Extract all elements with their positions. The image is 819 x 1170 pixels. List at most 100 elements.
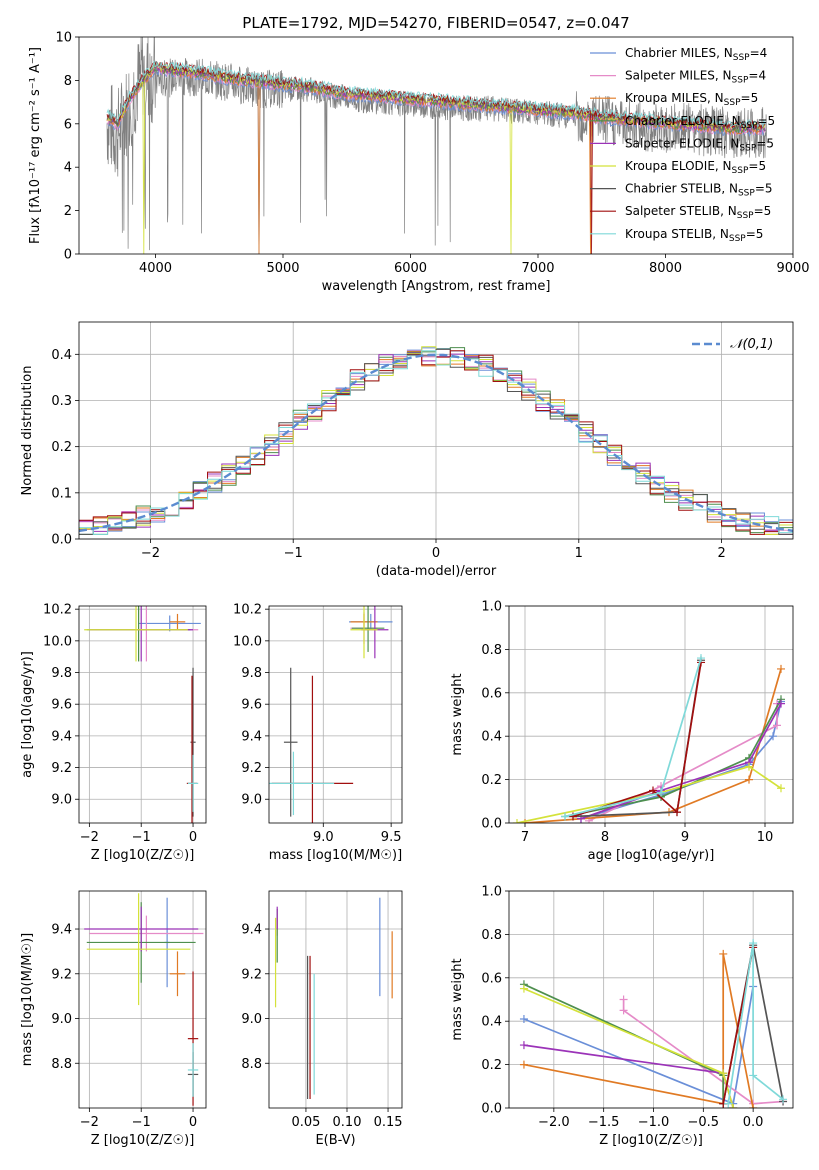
legend-label: Kroupa MILES, NSSP=5 (625, 91, 758, 108)
y-tick-label: 8.8 (51, 1057, 72, 1072)
plus-marker (673, 808, 681, 817)
x-tick-label: 0.15 (374, 1115, 403, 1130)
x-tick-label: −2 (141, 546, 160, 561)
x-tick-label: 9000 (776, 261, 809, 276)
y-tick-label: 9.2 (241, 967, 262, 982)
y-tick-label: 9.4 (241, 729, 262, 744)
plus-marker (729, 1104, 738, 1108)
plus-marker (619, 1006, 628, 1015)
y-axis-label: Flux [fλ10⁻¹⁷ erg cm⁻² s⁻¹ A⁻¹] (28, 47, 43, 244)
y-tick-label: 2 (64, 204, 72, 219)
legend-label-sub: SSP (732, 166, 749, 176)
x-tick-label: 0 (432, 546, 440, 561)
y-tick-label: 10.2 (233, 603, 262, 618)
y-tick-label: 10.2 (43, 603, 72, 618)
panel-age-vs-mass: 9.0 9.5 9.0 9.2 9.4 9.6 9.8 10.0 10.2 mass [log10… (233, 603, 403, 863)
x-tick-label: 7 (521, 830, 529, 845)
legend-label-sub: SSP (733, 53, 750, 63)
x-axis-label: E(B-V) (315, 1133, 355, 1148)
legend-label: Salpeter MILES, NSSP=4 (625, 69, 766, 86)
y-tick-label: 0.6 (481, 686, 502, 701)
x-axis-label: mass [log10(M/M☉)] (269, 848, 402, 863)
legend-label-main: Salpeter MILES, N (625, 69, 732, 83)
legend-label-main: Chabrier STELIB, N (625, 182, 738, 196)
plus-marker (749, 1104, 758, 1108)
residuals-legend: 𝒩(0,1) (692, 337, 773, 352)
y-tick-label: 4 (64, 161, 72, 176)
plot-area (519, 939, 788, 1108)
errorbar-point (86, 893, 191, 1006)
legend-label-main: Salpeter ELODIE, N (625, 136, 739, 150)
observed-spectrum-line (106, 37, 768, 251)
plot-area (513, 654, 785, 823)
y-tick-label: 1.0 (481, 885, 502, 900)
plot-area (79, 346, 793, 535)
legend-label-end: =5 (748, 159, 766, 173)
plus-marker (513, 819, 521, 823)
errorbar-point (187, 754, 199, 812)
errorbar-point (283, 667, 298, 817)
y-tick-label: 9.2 (241, 761, 262, 776)
y-tick-label: 9.4 (51, 729, 72, 744)
axes-frame (268, 605, 403, 824)
x-axis-label: Z [log10(Z/Z☉)] (91, 1133, 195, 1148)
legend-label-end: =5 (757, 114, 775, 128)
plus-marker (521, 819, 529, 823)
panel-spectrum: 4000 5000 6000 7000 8000 9000 0 2 4 6 8 10 wavelengt… (28, 31, 810, 295)
legend-label: Chabrier MILES, NSSP=4 (625, 46, 767, 63)
y-tick-label: 0.2 (481, 773, 502, 788)
errorbar-point (169, 613, 186, 630)
legend-label-end: =4 (748, 69, 766, 83)
plus-marker (745, 762, 753, 771)
plus-marker (519, 1041, 528, 1050)
errorbar-point (84, 606, 188, 662)
legend-label-sub: SSP (739, 143, 756, 153)
y-tick-label: 10 (55, 31, 72, 46)
x-axis-label: Z [log10(Z/Z☉)] (91, 848, 195, 863)
x-tick-label: 0 (189, 830, 197, 845)
y-tick-label: 0.6 (481, 971, 502, 986)
x-tick-label: −1.0 (638, 1115, 670, 1130)
x-tick-label: 7000 (521, 261, 554, 276)
legend-label: Salpeter ELODIE, NSSP=5 (625, 136, 774, 153)
x-tick-label: −1 (132, 830, 151, 845)
residual-histogram-8 (79, 350, 793, 535)
plus-marker (777, 664, 785, 673)
x-tick-label: 6000 (394, 261, 427, 276)
errorbar-point (269, 751, 335, 816)
model-line-8 (106, 60, 766, 130)
legend-label-main: Kroupa ELODIE, N (625, 159, 732, 173)
axes-frame (78, 605, 207, 824)
errorbar-point (84, 906, 199, 952)
y-axis-label: Normed distribution (20, 366, 35, 496)
x-tick-label: 5000 (266, 261, 299, 276)
x-tick-label: −0.5 (688, 1115, 720, 1130)
x-axis-label: Z [log10(Z/Z☉)] (599, 1133, 703, 1148)
weight-line-5 (516, 765, 782, 823)
x-axis-label: (data-model)/error (376, 564, 497, 579)
weight-line-8 (727, 942, 784, 1104)
panel-massweight-vs-age: 7 8 9 10 0.0 0.2 0.4 0.6 0.8 1.0 age [log10(age/yr… (450, 600, 794, 863)
y-tick-label: 9.2 (51, 967, 72, 982)
plus-marker (519, 984, 528, 993)
y-tick-label: 10.0 (233, 634, 262, 649)
plot-area (84, 606, 201, 823)
plus-marker (719, 949, 728, 958)
x-tick-label: 1 (575, 546, 583, 561)
panel-residuals: −2 −1 0 1 2 0.0 0.1 0.2 0.3 0.4 (data-model)/error… (20, 321, 794, 579)
plus-marker (769, 732, 777, 741)
legend-label-end: =5 (741, 91, 759, 105)
plus-marker (657, 788, 665, 797)
y-tick-label: 6 (64, 117, 72, 132)
plus-marker (779, 1095, 788, 1104)
y-tick-label: 9.0 (241, 793, 262, 808)
x-tick-label: 9 (681, 830, 689, 845)
plus-marker (619, 995, 628, 1004)
y-tick-label: 0.0 (481, 1102, 502, 1117)
legend-label-sub: SSP (729, 234, 746, 244)
y-axis-label: mass [log10(M/M☉)] (20, 933, 35, 1066)
y-tick-label: 1.0 (481, 600, 502, 615)
plus-marker (745, 775, 753, 784)
x-tick-label: 9.0 (313, 830, 334, 845)
